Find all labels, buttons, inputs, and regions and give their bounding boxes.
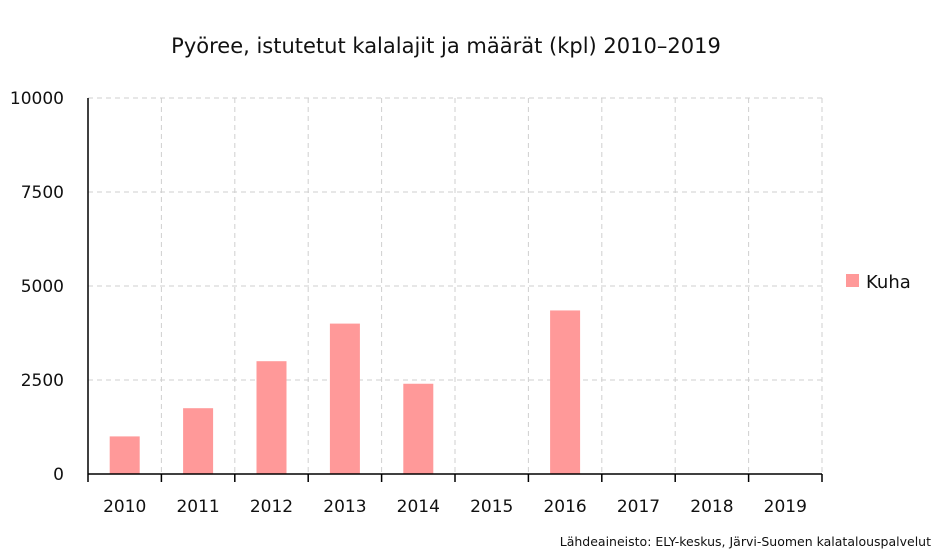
y-tick-label: 0 [53, 465, 64, 485]
x-tick-label: 2013 [323, 497, 366, 517]
bar [403, 383, 434, 474]
bar [109, 436, 140, 474]
x-tick-label: 2010 [103, 497, 146, 517]
chart-title: Pyöree, istutetut kalalajit ja määrät (k… [171, 34, 721, 58]
bars [109, 310, 581, 474]
legend: Kuha [846, 272, 911, 293]
x-tick-label: 2012 [250, 497, 293, 517]
bar [329, 323, 360, 474]
x-tick-label: 2011 [176, 497, 219, 517]
source-note: Lähdeaineisto: ELY-keskus, Järvi-Suomen … [560, 534, 931, 549]
x-tick-label: 2014 [397, 497, 440, 517]
legend-label: Kuha [866, 272, 911, 293]
y-tick-label: 10000 [10, 89, 64, 109]
legend-swatch [846, 274, 859, 287]
y-tick-labels: 0 2500 5000 7500 10000 [10, 89, 64, 485]
y-tick-label: 7500 [21, 183, 64, 203]
x-tick-labels: 2010 2011 2012 2013 2014 2015 2016 2017 2018 2019 [87, 474, 823, 517]
x-tick-label: 2018 [690, 497, 733, 517]
x-tick-label: 2017 [617, 497, 660, 517]
x-tick-label: 2016 [543, 497, 586, 517]
x-tick-label: 2019 [764, 497, 807, 517]
x-tick-label: 2015 [470, 497, 513, 517]
y-tick-label: 5000 [21, 277, 64, 297]
y-tick-label: 2500 [21, 371, 64, 391]
bar [550, 310, 581, 474]
bar [256, 361, 287, 474]
bar [183, 408, 214, 474]
